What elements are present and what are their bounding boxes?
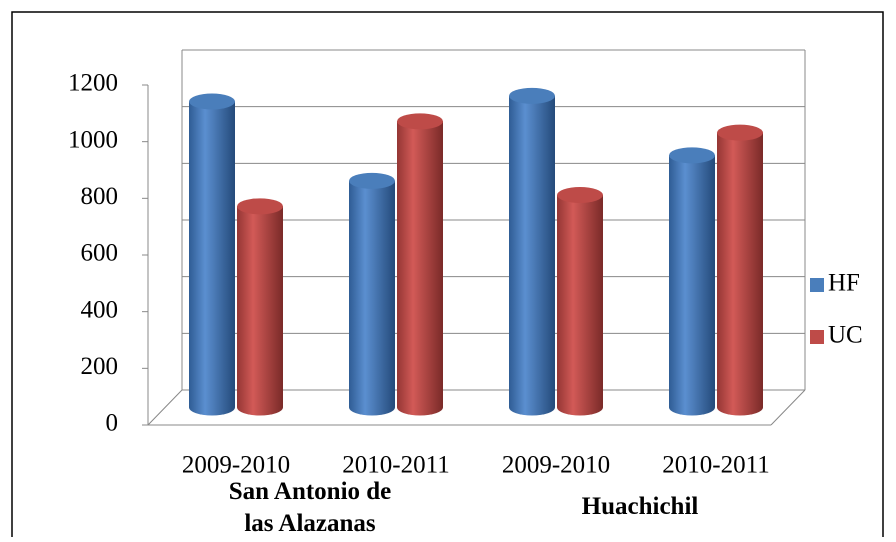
bar-base [189,399,235,416]
bar-base [557,399,603,416]
legend-swatch [810,330,824,344]
x-tick-label: 2009-2010 [182,452,290,479]
bar-top [717,124,763,141]
bar-top [397,113,443,130]
group-label: San Antonio de las Alazanas [228,478,392,537]
floor [770,389,806,426]
y-tick-label: 600 [81,240,119,267]
bar-top [189,93,235,110]
y-tick-label: 1200 [68,70,118,97]
bar-body [189,101,235,408]
bar-body [397,121,443,408]
legend-swatch [810,278,824,292]
bar [237,198,283,416]
bar-body [509,95,555,408]
group-label: Huachichil [581,493,699,520]
bar-base [509,399,555,416]
bar-top [509,87,555,104]
x-tick-label: 2009-2010 [502,452,610,479]
bar-base [237,399,283,416]
bar [557,187,603,416]
bar [509,87,555,416]
bar-top [669,147,715,164]
bar-body [349,180,395,408]
bar-base [349,399,395,416]
axis-wall [147,389,183,426]
bar-top [349,172,395,189]
x-tick-label: 2010-2011 [662,452,769,479]
y-tick-label: 0 [106,410,119,437]
bar-body [669,155,715,408]
bar-base [669,399,715,416]
bar-base [717,399,763,416]
bar [397,113,443,416]
y-tick-label: 400 [81,296,119,323]
bar-base [397,399,443,416]
y-tick-label: 200 [81,353,119,380]
bar [189,93,235,416]
bar-top [557,187,603,203]
bar [349,172,395,416]
x-tick-label: 2010-2011 [342,452,449,479]
bar [717,124,763,416]
bar-body [717,132,763,408]
bar-body [557,195,603,408]
bar-body [237,206,283,408]
legend-label: HF [828,270,860,297]
bar-top [237,198,283,215]
y-tick-label: 800 [81,183,119,210]
frame [11,11,884,542]
legend-label: UC [828,322,863,349]
bar [669,147,715,416]
y-tick-label: 1000 [68,126,118,153]
